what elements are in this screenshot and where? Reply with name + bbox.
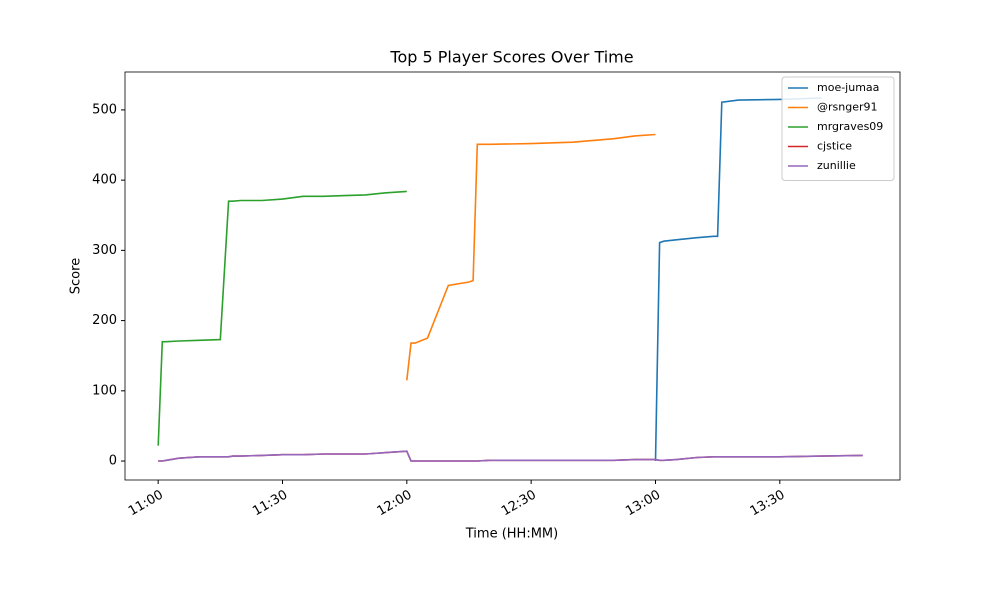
series-line: [158, 450, 863, 462]
plot-frame: [124, 71, 901, 481]
legend-label: @rsnger91: [817, 101, 878, 114]
x-tick-label: 13:30: [748, 488, 788, 520]
legend-box: [781, 76, 895, 181]
y-tick-label: 400: [92, 173, 117, 188]
y-tick-label: 200: [92, 313, 117, 328]
y-tick-label: 300: [92, 243, 117, 258]
x-axis-label: Time (HH:MM): [465, 527, 558, 542]
x-tick-label: 13:00: [623, 488, 663, 520]
x-tick-label: 12:30: [499, 488, 539, 520]
legend-label: moe-jumaa: [817, 81, 879, 94]
series-line: [406, 133, 656, 381]
y-tick-label: 500: [92, 102, 117, 117]
legend-label: mrgraves09: [817, 120, 883, 133]
y-axis-label: Score: [69, 258, 84, 294]
legend-label: zunillie: [817, 159, 856, 172]
legend-label: cjstice: [817, 140, 852, 153]
series-line: [157, 190, 407, 446]
x-tick-label: 12:00: [375, 488, 415, 520]
x-tick-label: 11:30: [250, 488, 290, 520]
series-line: [654, 97, 822, 462]
y-tick-label: 0: [109, 454, 117, 469]
y-tick-label: 100: [92, 383, 117, 398]
chart-title: Top 5 Player Scores Over Time: [389, 48, 633, 67]
x-tick-label: 11:00: [126, 488, 166, 520]
